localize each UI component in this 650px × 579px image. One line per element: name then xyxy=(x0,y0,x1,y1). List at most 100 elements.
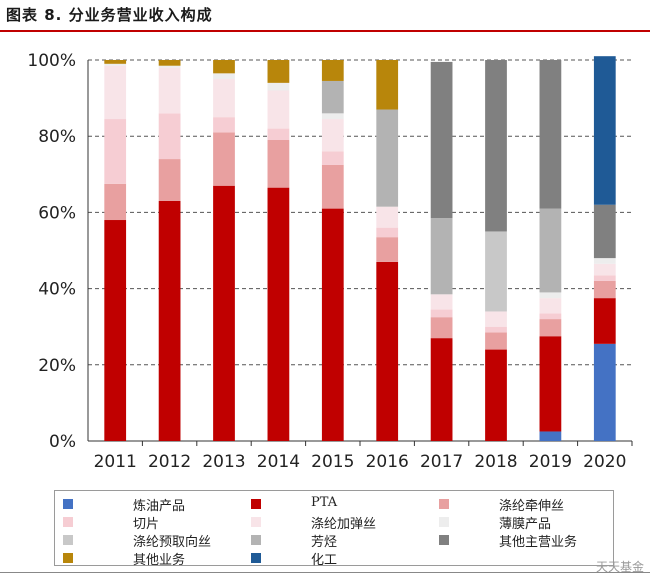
legend-label: 炼油产品 xyxy=(133,499,186,514)
bar-segment xyxy=(213,79,235,118)
x-tick-label: 2012 xyxy=(148,452,191,472)
bar-segment xyxy=(376,237,399,262)
bar-segment xyxy=(376,227,399,238)
bar-segment xyxy=(539,313,562,320)
bar-segment xyxy=(430,338,453,441)
bar-segment xyxy=(158,60,181,66)
legend-label: 芳烃 xyxy=(311,535,338,550)
x-tick-label: 2013 xyxy=(202,452,245,472)
figure-title: 图表 8. 分业务营业收入构成 xyxy=(6,6,213,24)
legend-swatch xyxy=(439,499,449,509)
title-rule xyxy=(0,30,650,32)
bar-segment xyxy=(321,208,344,441)
legend-label: 其他业务 xyxy=(133,553,186,568)
bar-segment xyxy=(213,132,235,186)
legend-swatch xyxy=(439,517,449,527)
bar-segment xyxy=(267,60,290,83)
x-tick-label: 2014 xyxy=(257,452,300,472)
bar-segment xyxy=(376,60,399,110)
bar-segment xyxy=(267,82,290,91)
bar-segment xyxy=(376,206,399,228)
chart-legend: 炼油产品 PTA 涤纶牵伸丝切片 涤纶加弹丝 薄膜产品涤纶预取向丝 芳烃 其他主营业务其他业… xyxy=(54,490,614,568)
bar-segment xyxy=(593,343,616,441)
bar-segment xyxy=(430,294,453,310)
bar-segment xyxy=(104,60,127,64)
bar-segment xyxy=(213,73,235,80)
legend-swatch xyxy=(251,517,261,527)
bar-segment xyxy=(267,140,290,188)
bar-segment xyxy=(267,187,290,441)
bar-segment xyxy=(593,258,616,264)
y-tick-label: 40% xyxy=(38,280,76,300)
bar-segment xyxy=(104,220,127,441)
bar-segment xyxy=(485,349,507,441)
legend-swatch xyxy=(63,499,73,509)
x-tick-label: 2020 xyxy=(583,452,626,472)
bar-segment xyxy=(104,63,127,66)
bar-segment xyxy=(104,183,127,221)
bar-segment xyxy=(430,61,453,219)
bar-segment xyxy=(593,204,616,259)
bar-segment xyxy=(321,80,344,114)
bar-segment xyxy=(485,311,507,327)
legend-label: 涤纶预取向丝 xyxy=(133,535,212,550)
bar-segment xyxy=(158,65,181,68)
bar-segment xyxy=(321,113,344,120)
bar-segment xyxy=(593,298,616,344)
legend-swatch xyxy=(439,535,449,545)
bar-segment xyxy=(485,60,507,232)
bar-segment xyxy=(158,67,181,114)
bar-segment xyxy=(593,56,616,205)
bar-segment xyxy=(213,117,235,133)
bar-segment xyxy=(593,275,616,281)
legend-label: 涤纶加弹丝 xyxy=(311,517,377,532)
bar-segment xyxy=(539,336,562,432)
x-tick-label: 2015 xyxy=(311,452,354,472)
bar-segment xyxy=(321,60,344,81)
bar-segment xyxy=(158,113,181,160)
bar-segment xyxy=(430,317,453,339)
bar-segment xyxy=(485,326,507,333)
x-tick-label: 2018 xyxy=(474,452,517,472)
bar-segment xyxy=(267,128,290,141)
bar-segment xyxy=(158,200,181,441)
y-tick-label: 60% xyxy=(38,203,76,223)
legend-label: 其他主营业务 xyxy=(499,535,578,550)
bar-segment xyxy=(158,159,181,201)
legend-label: 涤纶牵伸丝 xyxy=(499,499,565,514)
bar-segment xyxy=(213,60,235,74)
bar-segment xyxy=(104,119,127,184)
legend-swatch xyxy=(251,499,261,509)
bar-segment xyxy=(213,185,235,441)
legend-swatch xyxy=(63,517,73,527)
y-tick-label: 80% xyxy=(38,127,76,147)
legend-label: PTA xyxy=(311,495,338,510)
y-tick-label: 20% xyxy=(38,356,76,376)
bar-segment xyxy=(539,208,562,293)
y-tick-label: 0% xyxy=(49,432,76,452)
bar-segment xyxy=(321,151,344,165)
bottom-rule xyxy=(0,572,650,573)
bar-segment xyxy=(485,332,507,350)
bar-segment xyxy=(267,90,290,129)
bar-segment xyxy=(376,109,399,207)
legend-label: 切片 xyxy=(133,517,160,532)
legend-label: 薄膜产品 xyxy=(499,517,552,532)
bar-segment xyxy=(321,164,344,209)
bar-segment xyxy=(321,119,344,152)
bar-segment xyxy=(539,319,562,337)
x-tick-label: 2011 xyxy=(94,452,137,472)
x-tick-label: 2016 xyxy=(366,452,409,472)
x-tick-label: 2019 xyxy=(529,452,572,472)
bar-segment xyxy=(539,431,562,441)
bar-segment xyxy=(593,263,616,276)
bar-segment xyxy=(539,60,562,209)
legend-swatch xyxy=(251,553,261,563)
legend-swatch xyxy=(63,535,73,545)
bar-segment xyxy=(104,65,127,120)
watermark-text: 天天基金 xyxy=(595,560,644,574)
bar-segment xyxy=(539,292,562,299)
bar-segment xyxy=(376,261,399,441)
legend-swatch xyxy=(63,553,73,563)
y-tick-label: 100% xyxy=(27,51,76,71)
